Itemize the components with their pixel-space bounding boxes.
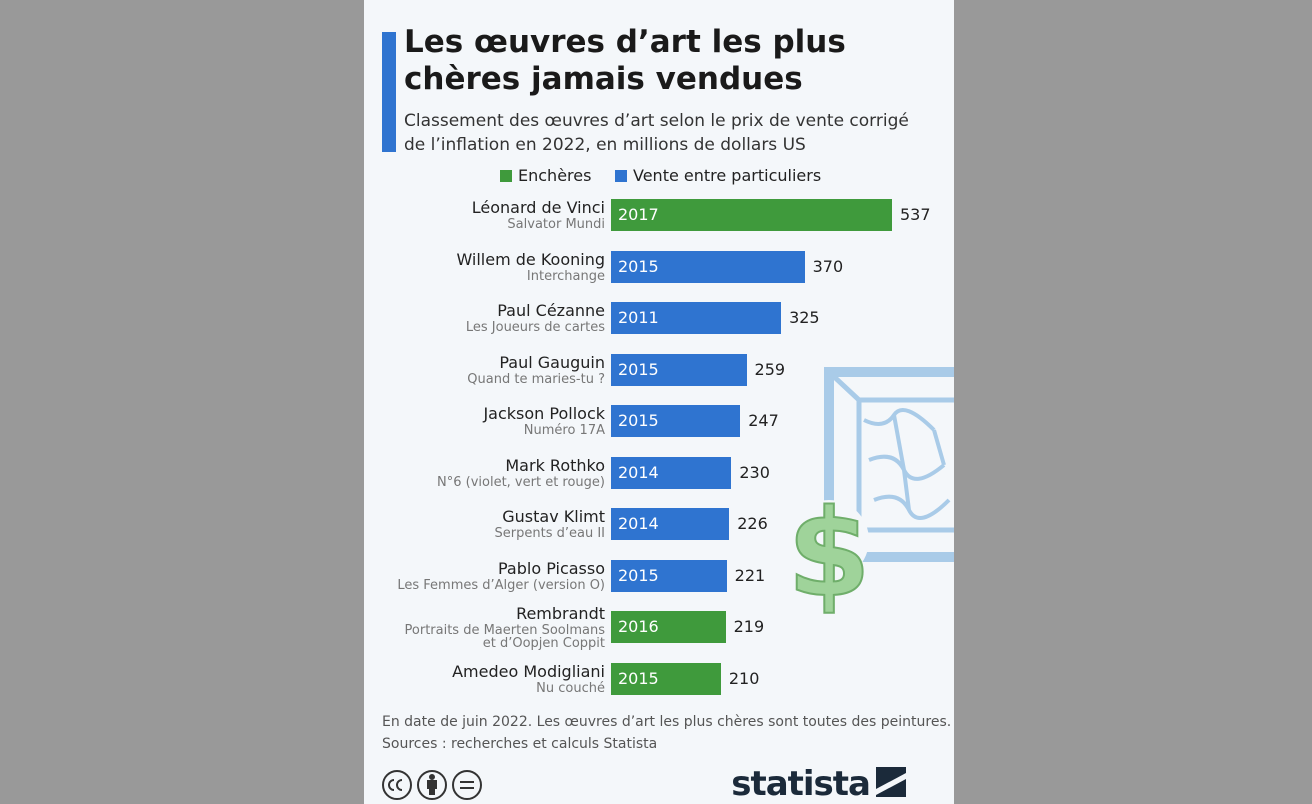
svg-text:$: $ xyxy=(787,485,871,624)
year-label: 2015 xyxy=(618,565,659,585)
value-label: 230 xyxy=(739,462,770,482)
value-label: 370 xyxy=(812,256,844,276)
accent-bar xyxy=(382,32,396,152)
category-label: Rembrandt xyxy=(516,604,605,623)
bar xyxy=(611,353,747,386)
legend-label: Vente entre particuliers xyxy=(633,166,822,185)
legend-label: Enchères xyxy=(518,166,592,185)
value-label: 537 xyxy=(900,205,931,224)
infographic: Les œuvres d’art les plus chères jamais … xyxy=(364,0,954,804)
illustration: $ xyxy=(786,367,954,625)
bar xyxy=(611,611,726,643)
category-label: Léonard de Vinci xyxy=(471,198,605,217)
category-label: Amedeo Modigliani xyxy=(452,661,605,681)
bar xyxy=(611,405,741,437)
license-icons xyxy=(382,770,482,800)
year-label: 2015 xyxy=(618,668,659,688)
work-label: Numéro 17A xyxy=(523,423,605,438)
category-label: Jackson Pollock xyxy=(483,404,605,423)
legend-swatch xyxy=(500,170,512,182)
value-label: 247 xyxy=(748,411,779,430)
brand-logo: statista xyxy=(731,764,906,804)
bar xyxy=(611,508,730,540)
work-label: Nu couché xyxy=(536,680,605,696)
value-label: 259 xyxy=(754,359,786,379)
category-label: Pablo Picasso xyxy=(497,558,605,578)
bar xyxy=(611,559,727,592)
chart-subtitle: Classement des œuvres d’art selon le pri… xyxy=(404,111,909,155)
bar xyxy=(611,250,805,283)
value-label: 219 xyxy=(733,617,765,636)
category-label: Gustav Klimt xyxy=(502,507,605,526)
brand-name: statista xyxy=(731,764,871,804)
work-label: Interchange xyxy=(526,268,605,284)
work-label: Quand te maries-tu ? xyxy=(467,371,605,387)
note: En date de juin 2022. Les œuvres d’art l… xyxy=(382,714,952,730)
bar-chart: Enchères Vente entre particuliers Léonard … xyxy=(364,0,954,804)
bar xyxy=(611,456,732,489)
year-label: 2016 xyxy=(618,617,659,636)
value-label: 226 xyxy=(737,514,768,533)
category-label: Paul Cézanne xyxy=(497,301,605,320)
year-label: 2017 xyxy=(618,205,659,224)
work-label: Portraits de Maerten Soolmans et d’Oopje… xyxy=(404,623,605,651)
category-label: Mark Rothko xyxy=(505,455,605,475)
category-label: Willem de Kooning xyxy=(456,249,605,269)
year-label: 2015 xyxy=(618,359,659,379)
work-label: Les Femmes d’Alger (version O) xyxy=(397,577,605,593)
category-label: Paul Gauguin xyxy=(499,352,605,372)
year-label: 2011 xyxy=(618,308,659,327)
work-label: N°6 (violet, vert et rouge) xyxy=(437,474,605,490)
year-label: 2015 xyxy=(618,411,659,430)
bar xyxy=(611,199,892,231)
year-label: 2015 xyxy=(618,256,659,276)
bar xyxy=(611,662,721,695)
work-label: Salvator Mundi xyxy=(507,217,605,232)
work-label: Serpents d’eau II xyxy=(494,526,605,541)
value-label: 210 xyxy=(728,668,760,688)
legend-swatch xyxy=(615,170,627,182)
value-label: 325 xyxy=(789,308,820,327)
chart-title: Les œuvres d’art les plus chères jamais … xyxy=(404,24,846,97)
year-label: 2014 xyxy=(618,462,659,482)
brand-mark xyxy=(876,767,906,797)
value-label: 221 xyxy=(734,565,766,585)
bar xyxy=(611,302,782,334)
work-label: Les Joueurs de cartes xyxy=(465,320,605,335)
year-label: 2014 xyxy=(618,514,659,533)
source: Sources : recherches et calculs Statista xyxy=(382,736,658,752)
